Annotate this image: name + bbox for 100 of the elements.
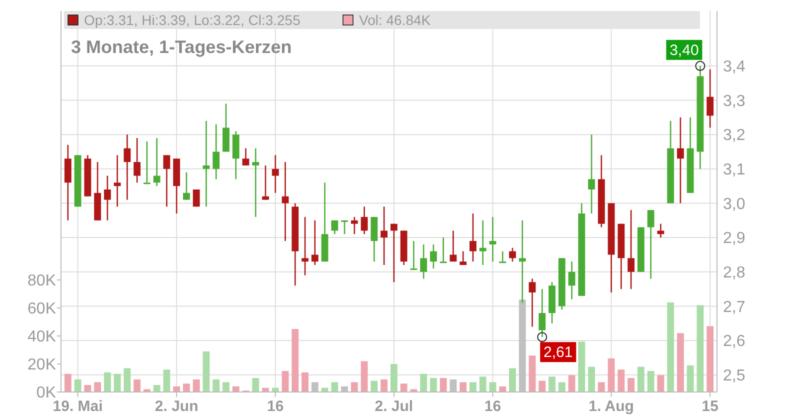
candlestick: [706, 68, 714, 128]
x-tick-label: 16: [484, 398, 502, 415]
bar: [657, 375, 664, 392]
candlestick: [628, 209, 635, 290]
x-tick-label: 1. Aug: [588, 398, 634, 415]
bar: [647, 370, 654, 392]
bar: [202, 351, 210, 392]
candlestick: [479, 220, 486, 266]
bar: [252, 378, 260, 392]
y-tick-label: 3,0: [723, 196, 746, 213]
bar: [222, 382, 230, 392]
bar: [538, 380, 546, 392]
candlestick: [212, 124, 220, 180]
y-tick-label: 2,9: [723, 230, 746, 248]
candlestick: [242, 148, 250, 166]
bar: [390, 364, 398, 392]
bar: [163, 370, 170, 392]
bar: [479, 376, 486, 392]
bar: [282, 370, 289, 392]
candlestick: [499, 250, 506, 264]
candlestick: [311, 220, 318, 266]
legend-label: Vol: 46.84K: [359, 12, 432, 28]
bar: [568, 375, 576, 392]
bar: [153, 384, 160, 392]
bar: [74, 379, 82, 392]
candlestick: [528, 278, 536, 328]
bar: [302, 372, 308, 392]
candlestick: [489, 216, 496, 262]
bar: [232, 386, 240, 392]
y2-tick-label: 20K: [28, 356, 56, 374]
candlestick: [262, 164, 269, 200]
y-tick-label: 2,7: [723, 298, 746, 316]
candlestick: [470, 212, 476, 262]
bar: [578, 342, 586, 392]
bar: [588, 366, 595, 392]
bar: [420, 374, 428, 392]
bar: [440, 378, 447, 392]
bar: [598, 382, 605, 392]
bar: [676, 333, 684, 392]
candlestick: [272, 154, 279, 194]
bar: [696, 305, 704, 392]
candlestick: [163, 154, 170, 208]
candlestick: [420, 244, 428, 280]
candlestick: [124, 134, 131, 200]
candlestick: [114, 154, 121, 208]
bar: [124, 368, 131, 392]
y2-tick-label: 60K: [28, 300, 56, 318]
bar: [430, 378, 437, 392]
text: 3 Monate, 1-Tages-Kerzen: [71, 37, 292, 57]
candlestick: [509, 247, 516, 262]
bar: [667, 302, 674, 392]
annotation: 3,40: [670, 42, 699, 59]
candlestick: [460, 250, 467, 266]
y-tick-label: 2,8: [723, 264, 746, 282]
bar: [489, 382, 496, 392]
y-tick-label: 2,6: [723, 333, 746, 350]
bar: [637, 366, 644, 392]
candlestick: [134, 137, 141, 184]
bar: [104, 372, 111, 392]
x-tick-label: 16: [267, 398, 284, 415]
y-tick-label: 3,2: [723, 127, 746, 144]
bar: [183, 384, 190, 392]
y2-tick-label: 40K: [28, 328, 56, 346]
bar: [706, 326, 714, 392]
bar: [192, 379, 200, 392]
candlestick: [647, 209, 654, 280]
candlestick: [676, 116, 684, 204]
y2-tick-label: 80K: [28, 272, 56, 290]
bar: [350, 382, 358, 392]
candlestick: [350, 216, 358, 235]
bar: [94, 382, 102, 392]
bar: [64, 374, 72, 392]
bar: [628, 378, 635, 392]
bar: [360, 361, 368, 392]
bar: [114, 374, 121, 392]
legend-label: Op:3.31, Hi:3.39, Lo:3.22, Cl:3.255: [84, 12, 301, 28]
candlestick: [331, 220, 338, 235]
bar: [400, 384, 408, 392]
bar: [380, 379, 388, 392]
x-tick-label: 2. Jun: [154, 398, 198, 415]
y-tick-label: 3,4: [723, 58, 746, 76]
candlestick: [143, 140, 150, 184]
bar: [470, 382, 476, 392]
candlestick: [657, 223, 664, 238]
bar: [292, 328, 299, 392]
bar: [558, 382, 566, 392]
bar: [608, 358, 615, 392]
bar: [331, 382, 338, 392]
bar: [370, 380, 378, 392]
bar: [173, 386, 180, 392]
candlestick: [360, 206, 368, 235]
candlestick: [430, 244, 437, 270]
candlestick: [380, 206, 388, 266]
bar: [548, 376, 556, 392]
bar: [134, 379, 141, 392]
bar: [84, 384, 92, 392]
candlestick: [252, 148, 260, 218]
bar: [460, 382, 467, 392]
bar: [143, 389, 150, 392]
candlestick: [390, 223, 398, 283]
